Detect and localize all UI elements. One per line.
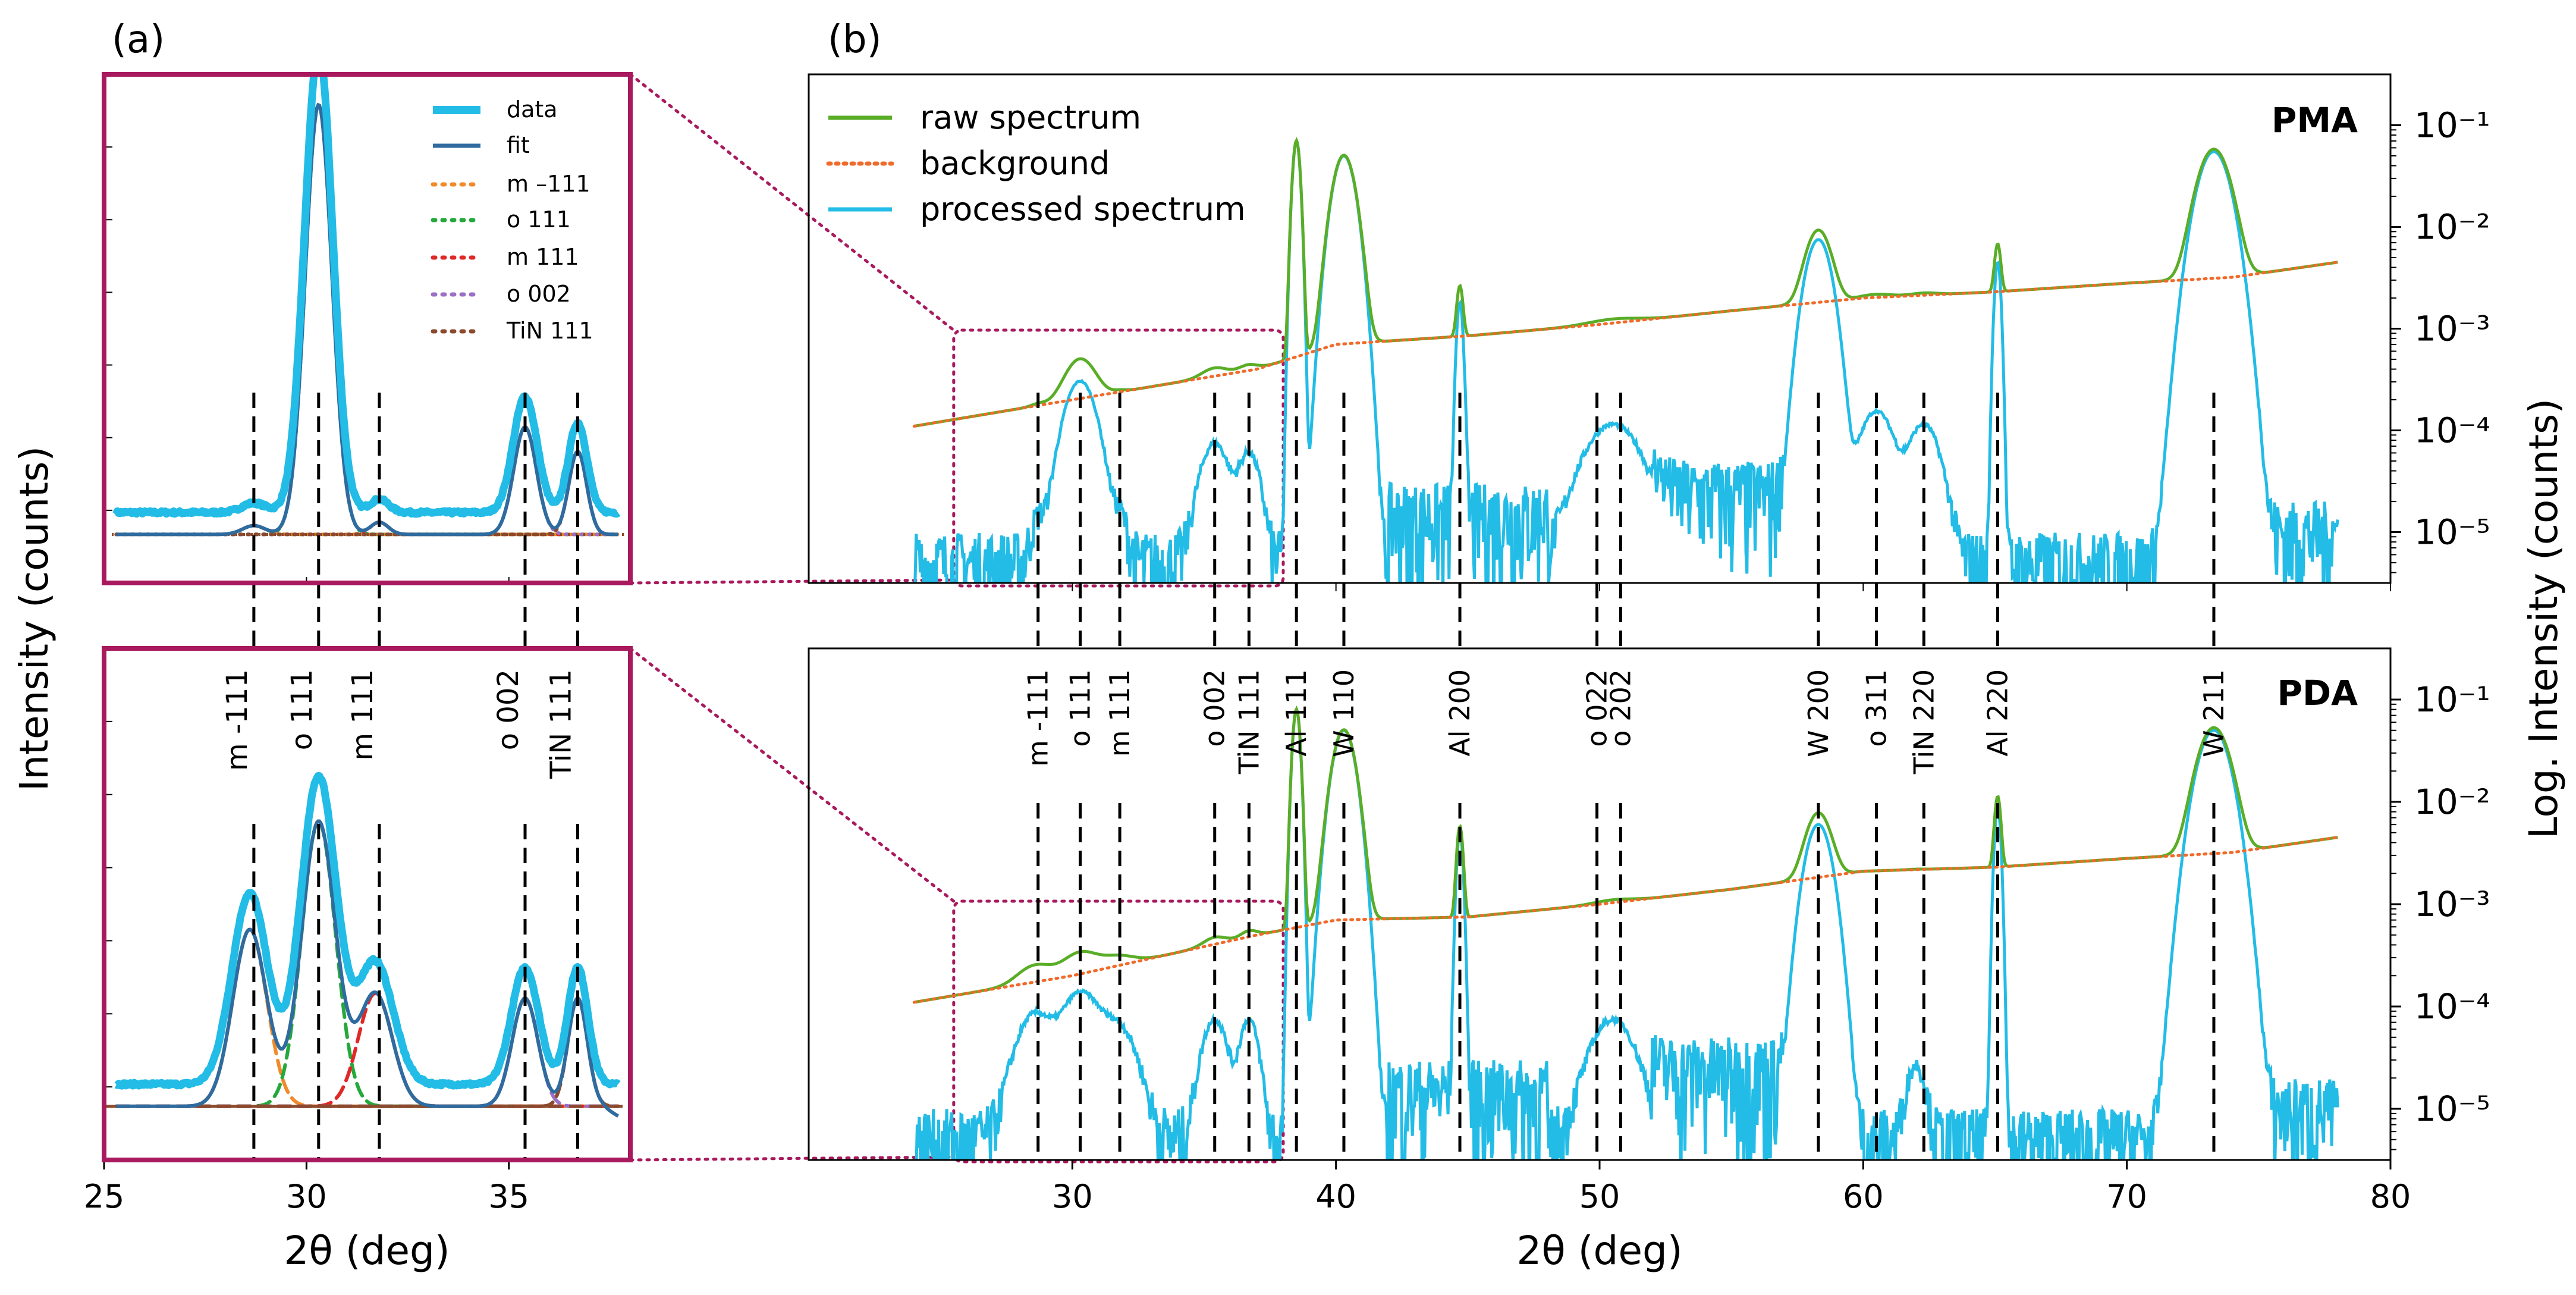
sample-label-pma: PMA — [2272, 100, 2358, 140]
right-y-axis-title: Log. Intensity (counts) — [2521, 399, 2566, 839]
x-axis-title-a: 2θ (deg) — [284, 1228, 450, 1274]
peak-marker-a-label: o 111 — [285, 669, 319, 750]
legend-a-label-m111: m 111 — [507, 244, 579, 270]
panel-b-label: (b) — [828, 18, 882, 62]
peak-marker-label: o 022 — [1581, 669, 1613, 747]
y-tick-label: 10⁻² — [2414, 782, 2490, 822]
y-tick-label: 10⁻³ — [2414, 309, 2490, 349]
x-tick-label-b: 30 — [1052, 1178, 1093, 1215]
fit-line — [116, 102, 618, 537]
zoom-connectors — [629, 73, 1285, 1164]
peak-marker-label: TiN 220 — [1908, 669, 1940, 775]
x-tick-label-b: 40 — [1315, 1178, 1356, 1215]
y-tick-label: 10⁻³ — [2414, 884, 2490, 924]
peak-marker-label: o 111 — [1064, 669, 1097, 747]
peak-marker-label: W 200 — [1802, 669, 1834, 757]
panel-b-top-frame — [808, 73, 2392, 584]
peak-marker-a-label: TiN 111 — [545, 669, 578, 779]
panel-b_bottom-series — [912, 705, 2339, 1160]
legend-b-label-raw: raw spectrum — [920, 99, 1141, 136]
legend-b-label-processed: processed spectrum — [920, 190, 1246, 228]
y-tick-label: 10⁻¹ — [2414, 679, 2490, 720]
panel-b-bottom-frame — [808, 647, 2392, 1161]
zoom-connector-bottom — [629, 1155, 956, 1162]
legend-b: raw spectrum background processed spectr… — [826, 99, 1246, 228]
zoom-connector-bottom — [629, 578, 956, 585]
legend-a: data fit m –111 o 111 m 111 o 002 TiN 11… — [431, 96, 593, 344]
peak-marker-label: o 202 — [1604, 669, 1636, 747]
peak-marker-label: Al 200 — [1444, 669, 1476, 757]
x-tick-label-b: 60 — [1843, 1178, 1884, 1215]
x-tick-label-a: 30 — [286, 1178, 327, 1215]
peak-marker-label: Al 220 — [1981, 669, 2013, 757]
zoom-connector-top — [629, 73, 956, 332]
peak-marker-label: m 111 — [1104, 669, 1136, 757]
peak-marker-label: Al 111 — [1280, 669, 1312, 757]
x-tick-label-a: 35 — [488, 1178, 529, 1215]
raw-spectrum-line — [913, 137, 2338, 428]
background-line — [912, 261, 2339, 428]
axes: 10⁻¹ 10⁻² 10⁻³ 10⁻⁴ 10⁻⁵ 10⁻¹ 10⁻² 10⁻³ 10⁻⁴ 10⁻⁵… — [84, 105, 2490, 1216]
legend-a-label-data: data — [507, 96, 558, 123]
panel-a-label: (a) — [112, 18, 165, 62]
x-tick-label-b: 70 — [2106, 1178, 2147, 1215]
peak-marker-a-label: m -111 — [221, 669, 254, 771]
panel-a-top-frame — [102, 72, 633, 585]
peak-marker-label: TiN 111 — [1233, 669, 1265, 775]
x-tick-label-b: 50 — [1579, 1178, 1620, 1215]
peak-marker-label: m -111 — [1022, 669, 1054, 767]
peak-marker-a-label: o 002 — [492, 669, 525, 750]
panel-b_top-series — [912, 137, 2339, 583]
peak-markers: m -111 o 111 m 111 o 002 TiN 111 Al 111 W 110 A… — [221, 393, 2230, 1160]
legend-a-label-tin111: TiN 111 — [506, 318, 593, 344]
zoom-connector-top — [629, 647, 956, 903]
panel-a-bottom-frame — [102, 646, 633, 1162]
legend-a-label-o111: o 111 — [507, 206, 571, 233]
sample-label-pda: PDA — [2277, 673, 2358, 713]
peak-marker-a-label: m 111 — [346, 669, 379, 761]
legend-a-label-fit: fit — [507, 132, 530, 158]
x-tick-label-a: 25 — [84, 1178, 125, 1215]
x-axis-title-b: 2θ (deg) — [1516, 1228, 1682, 1274]
plot-series — [104, 74, 2339, 1160]
legend-b-label-background: background — [920, 145, 1110, 182]
y-tick-label: 10⁻⁵ — [2414, 512, 2490, 553]
y-tick-label: 10⁻⁵ — [2414, 1089, 2490, 1129]
y-tick-label: 10⁻² — [2414, 207, 2490, 247]
peak-marker-label: W 211 — [2198, 669, 2230, 757]
legend-a-label-o002: o 002 — [507, 281, 571, 307]
peak-marker-label: o 002 — [1199, 669, 1231, 747]
panel-a_top-series — [104, 74, 630, 537]
processed-spectrum-line — [915, 705, 2339, 1160]
left-y-axis-title: Intensity (counts) — [11, 446, 57, 791]
peak-marker-label: W 110 — [1328, 669, 1360, 757]
peak-marker-label: o 311 — [1861, 669, 1893, 747]
background-line — [912, 836, 2339, 1004]
y-tick-label: 10⁻⁴ — [2414, 986, 2490, 1027]
data-line — [113, 772, 621, 1090]
x-tick-label-b: 80 — [2370, 1178, 2411, 1215]
y-tick-label: 10⁻¹ — [2414, 105, 2490, 146]
panel-a_bottom-series — [104, 772, 630, 1118]
processed-spectrum-line — [913, 137, 2339, 583]
data-line — [112, 74, 621, 518]
fit-line — [116, 819, 620, 1118]
legend-a-label-m-111n: m –111 — [507, 171, 590, 197]
y-tick-label: 10⁻⁴ — [2414, 410, 2490, 451]
